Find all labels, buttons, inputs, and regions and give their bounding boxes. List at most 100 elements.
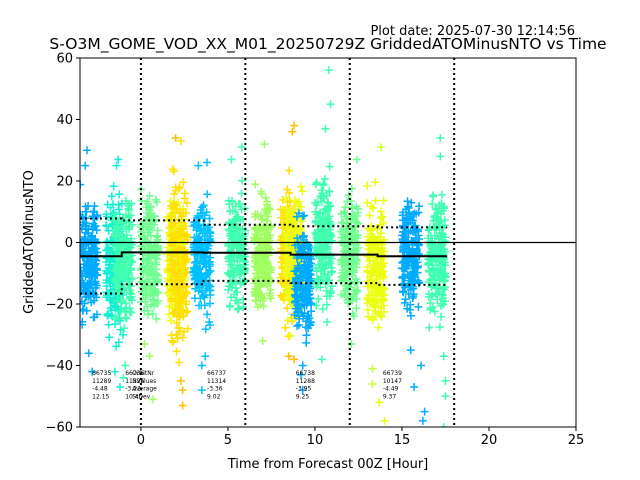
- data-point-26: [237, 143, 246, 152]
- data-point-25: [227, 155, 236, 164]
- data-point-8: [119, 373, 128, 382]
- data-point-29: [290, 121, 299, 130]
- data-point-37: [326, 100, 335, 109]
- data-point-13: [171, 133, 180, 142]
- data-point-43: [368, 364, 377, 373]
- data-point-6: [110, 367, 119, 376]
- data-point-35: [298, 386, 307, 395]
- data-point-53: [436, 152, 445, 161]
- data-point-55: [441, 376, 450, 385]
- lower-std-line: [80, 279, 448, 295]
- y-tick-label: 20: [56, 175, 73, 190]
- data-point-14: [176, 137, 185, 146]
- data-point-49: [410, 383, 419, 392]
- data-cluster-11: [290, 209, 316, 347]
- data-point-45: [375, 398, 384, 407]
- data-point-2: [84, 349, 93, 358]
- y-tick-label: −40: [46, 359, 73, 374]
- data-points: [398, 197, 424, 320]
- plot-date: Plot date: 2025-07-30 12:14:56: [370, 24, 575, 39]
- plot-inner: [80, 58, 576, 427]
- stats-value-4-1: 10147: [383, 378, 402, 385]
- x-tick-label: 20: [481, 433, 498, 448]
- data-point-28: [258, 336, 267, 345]
- y-tick-label: −60: [46, 421, 73, 436]
- data-point-17: [178, 401, 187, 410]
- data-point-46: [380, 416, 389, 425]
- data-point-52: [436, 133, 445, 142]
- data-point-36: [324, 66, 333, 75]
- data-point-47: [406, 346, 415, 355]
- x-axis-label: Time from Forecast 00Z [Hour]: [227, 457, 429, 472]
- data-point-4: [114, 155, 123, 164]
- stats-value-1-3: 10.45: [125, 393, 142, 400]
- data-point-19: [168, 336, 177, 345]
- data-point-30: [288, 127, 297, 136]
- data-point-31: [284, 352, 293, 361]
- data-point-10: [149, 395, 158, 404]
- data-point-50: [418, 416, 427, 425]
- data-point-51: [420, 407, 429, 416]
- data-cluster-13: [337, 184, 363, 320]
- data-point-39: [317, 355, 326, 364]
- data-point-34: [297, 370, 306, 379]
- mean-line: [80, 251, 448, 258]
- stats-value-4-3: 9.37: [383, 393, 397, 400]
- data-cluster-15: [398, 197, 424, 320]
- stats-value-0-0: 66735: [92, 370, 111, 377]
- y-axis-label: GriddedATOMinusNTO: [22, 170, 37, 314]
- data-point-5: [112, 161, 121, 170]
- stats-value-1-1: 11326: [125, 378, 144, 385]
- data-point-56: [441, 392, 450, 401]
- x-tick-label: 15: [394, 433, 411, 448]
- y-tick-label: 40: [56, 113, 73, 128]
- data-point-7: [116, 383, 125, 392]
- stats-value-0-1: 11289: [92, 378, 111, 385]
- stats-value-2-1: 11314: [207, 378, 226, 385]
- data-point-1: [81, 161, 90, 170]
- data-point-16: [178, 386, 187, 395]
- data-point-48: [417, 361, 426, 370]
- x-tick-label: 10: [307, 433, 324, 448]
- chart-title: S-O3M_GOME_VOD_XX_M01_20250729Z GriddedA…: [49, 35, 606, 54]
- data-point-40: [352, 155, 361, 164]
- stats-value-3-2: -3.95: [296, 386, 312, 393]
- data-point-33: [298, 361, 307, 370]
- data-point-57: [439, 423, 448, 427]
- stats-value-3-1: 11288: [296, 378, 315, 385]
- data-point-32: [290, 355, 299, 364]
- data-points: [110, 197, 137, 333]
- stats-value-4-0: 66739: [383, 370, 402, 377]
- data-point-54: [439, 352, 448, 361]
- data-point-3: [88, 367, 97, 376]
- plot-area: OrbitNrNValuesAverageStDev6673511289-4.4…: [46, 52, 585, 449]
- stats-value-2-0: 66737: [207, 370, 226, 377]
- y-tick-label: −20: [46, 298, 73, 313]
- x-tick-label: 5: [224, 433, 232, 448]
- stats-value-3-0: 66738: [296, 370, 315, 377]
- y-tick-label: 60: [56, 52, 73, 67]
- data-points: [337, 184, 363, 320]
- stats-value-2-3: 9.02: [207, 393, 221, 400]
- data-cluster-6: [189, 190, 215, 334]
- data-point-0: [82, 146, 91, 155]
- data-point-42: [377, 143, 386, 152]
- y-tick-label: 0: [65, 236, 73, 251]
- data-cluster-2: [110, 197, 137, 333]
- stats-value-1-0: 66736: [125, 370, 144, 377]
- data-points: [290, 209, 316, 347]
- stats-label-stdev: StDev: [132, 393, 150, 400]
- data-point-23: [197, 361, 206, 370]
- data-point-38: [321, 124, 330, 133]
- stats-label-nvalues: NValues: [132, 378, 156, 385]
- stats-value-0-3: 12.15: [92, 393, 109, 400]
- data-point-21: [203, 158, 212, 167]
- x-tick-label: 25: [568, 433, 585, 448]
- data-point-22: [201, 352, 210, 361]
- stats-value-0-2: -4.48: [92, 386, 108, 393]
- data-points: [189, 190, 215, 334]
- data-point-27: [260, 140, 269, 149]
- stats-label-average: Average: [132, 386, 157, 393]
- stats-value-3-3: 9.25: [296, 393, 310, 400]
